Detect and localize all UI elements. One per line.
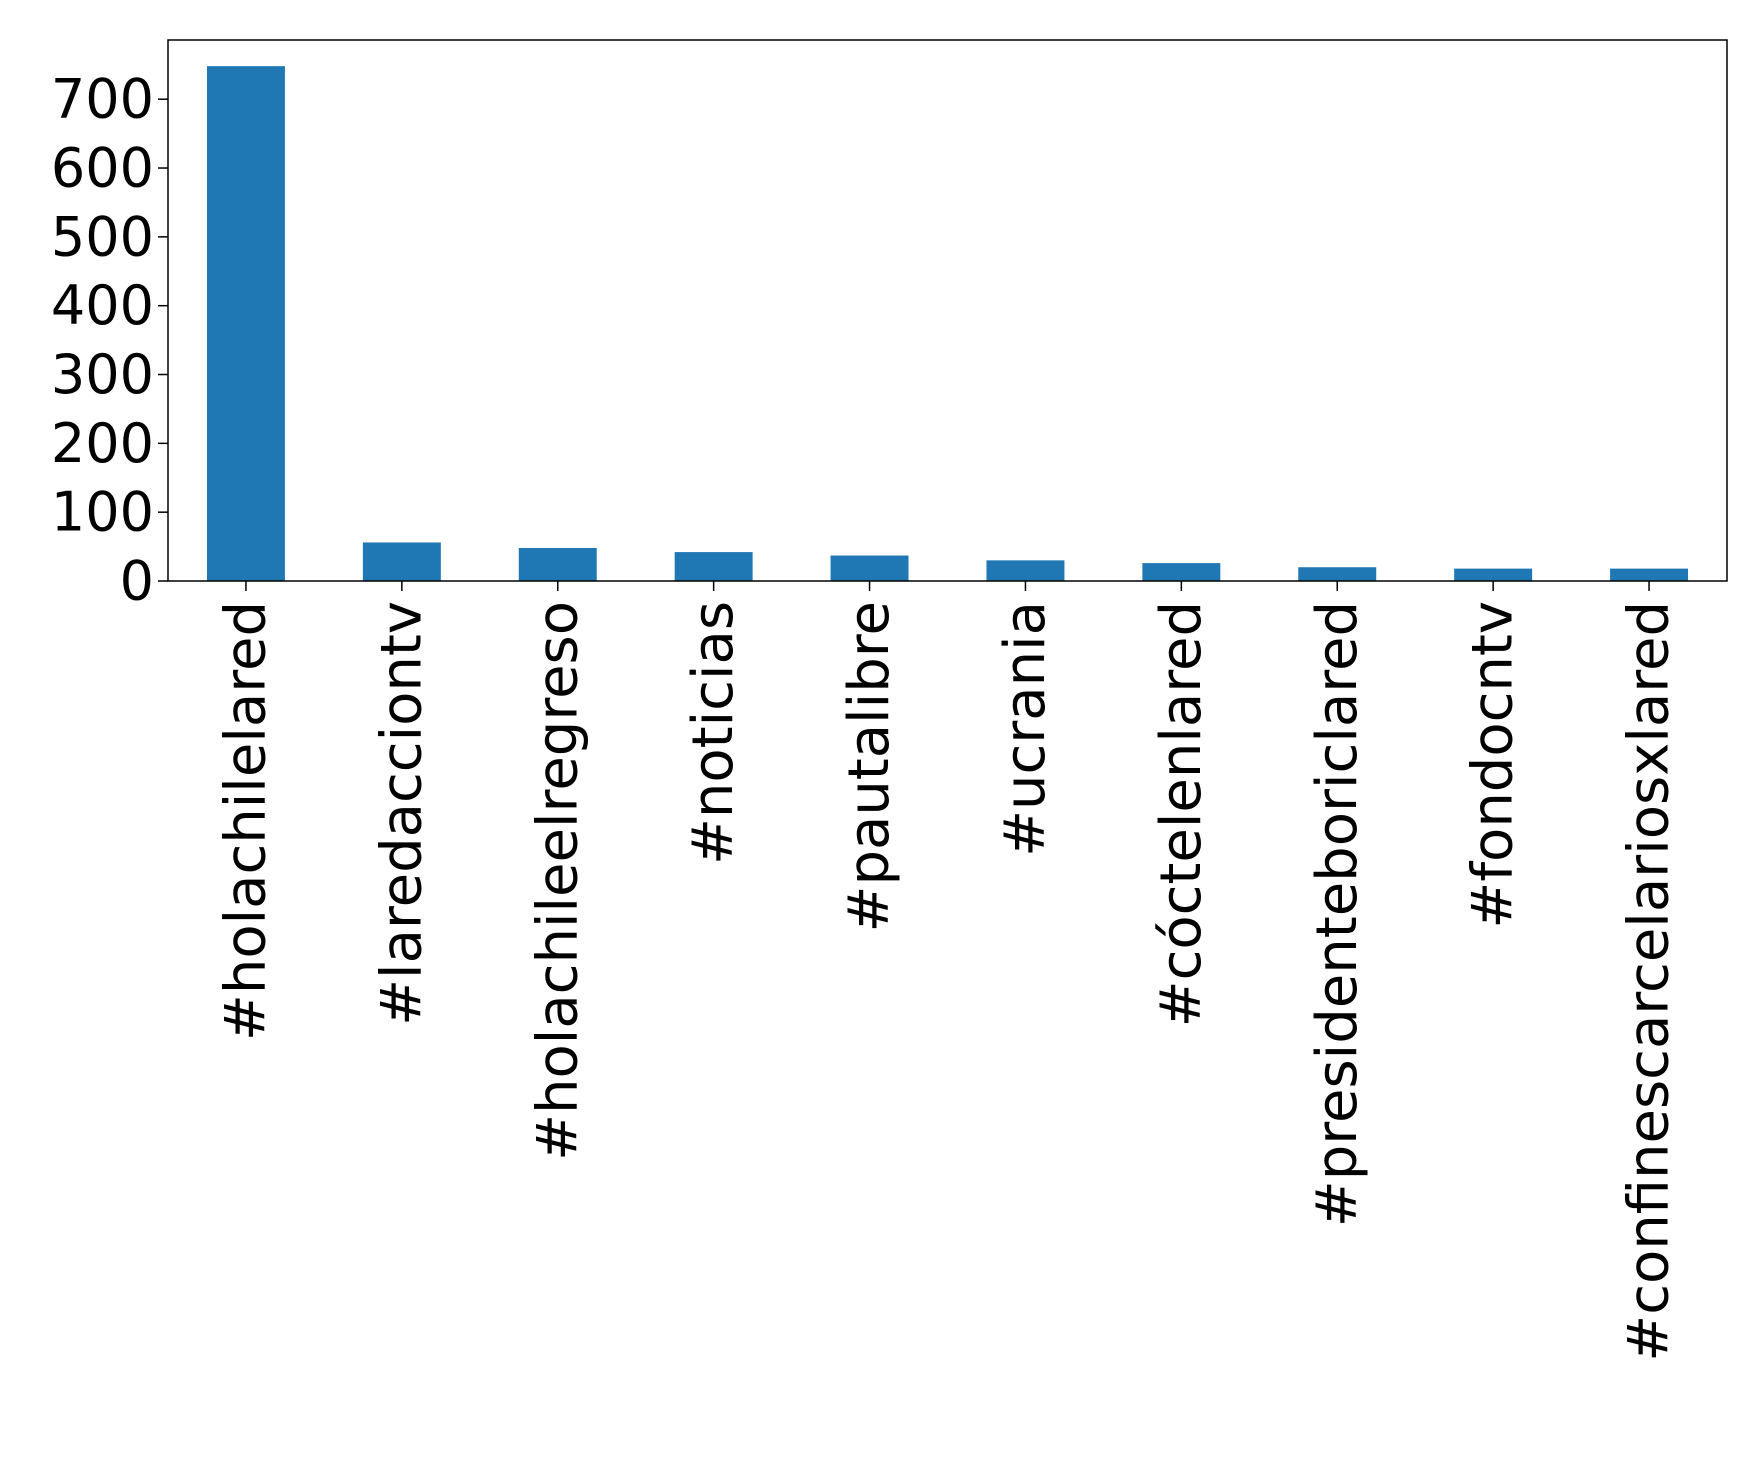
- y-tick-label: 500: [51, 205, 154, 268]
- x-tick-label: #fondocntv: [1461, 601, 1526, 929]
- y-tick-label: 100: [51, 481, 154, 544]
- bar: [1142, 563, 1221, 581]
- bar: [362, 542, 441, 581]
- x-tick-label: #confinescarcelariosxlared: [1617, 601, 1682, 1362]
- bar: [830, 555, 909, 581]
- y-tick-label: 0: [120, 550, 154, 613]
- bar: [986, 560, 1065, 581]
- y-tick-label: 600: [51, 137, 154, 200]
- x-tick-label: #pautalibre: [837, 601, 902, 932]
- x-tick-label: #cóctelenlared: [1149, 601, 1214, 1027]
- bar: [518, 547, 597, 581]
- x-tick-label: #ucrania: [993, 601, 1058, 857]
- x-tick-label: #presidenteboriclared: [1305, 601, 1370, 1227]
- y-tick-label: 400: [51, 274, 154, 337]
- y-tick-label: 300: [51, 343, 154, 406]
- plot-frame: [167, 39, 1728, 582]
- bar: [674, 552, 753, 581]
- bars-group: [206, 66, 1689, 581]
- x-tick-label: #holachileelregreso: [525, 601, 590, 1161]
- x-tick-label: #noticias: [681, 601, 746, 865]
- x-tick-label: #holachilelared: [213, 601, 278, 1041]
- x-tick-label: #laredacciontv: [369, 601, 434, 1026]
- y-tick-label: 700: [51, 68, 154, 131]
- x-axis: #holachilelared #laredacciontv #holachilee…: [213, 581, 1682, 1362]
- bar: [1298, 567, 1377, 581]
- bar: [1454, 568, 1533, 581]
- bar: [1610, 568, 1689, 581]
- bar: [206, 66, 285, 581]
- y-tick-label: 200: [51, 412, 154, 475]
